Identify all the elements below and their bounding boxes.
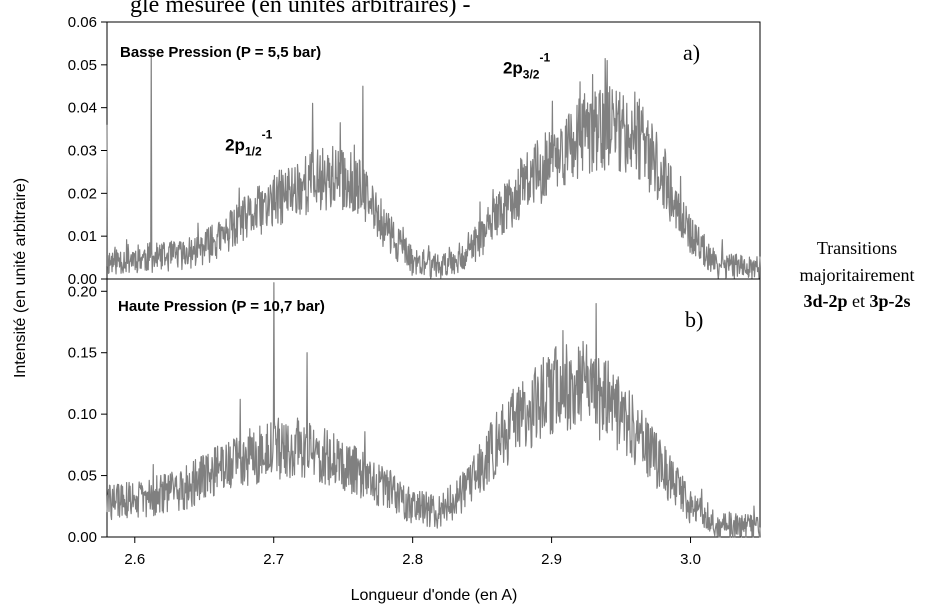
y-tick-label: 0.03	[68, 143, 97, 160]
peak-label-sub: 1/2	[245, 145, 262, 159]
side-note-connector: et	[848, 291, 870, 311]
x-tick-label: 3.0	[680, 551, 701, 568]
series-group	[106, 51, 761, 280]
side-note-line1: Transitions	[817, 238, 897, 258]
y-tick-label: 0.06	[68, 14, 97, 31]
y-axis-title: Intensité (en unité arbitraire)	[12, 178, 29, 378]
peak-label-sup: -1	[262, 128, 273, 142]
x-tick-label: 2.9	[541, 551, 562, 568]
x-axis-title: Longueur d'onde (en A)	[351, 587, 518, 604]
y-tick-label: 0.01	[68, 228, 97, 245]
x-ticks: 2.6 2.7 2.8 2.9 3.0	[124, 537, 701, 568]
y-ticks: 0.00 0.01 0.02 0.03 0.04 0.05 0.06	[68, 14, 107, 288]
peak-label-base: 2p	[225, 136, 245, 155]
peak-label: 2p3/2 -1	[503, 50, 551, 81]
peak-label-base: 2p	[503, 58, 523, 77]
side-note: Transitions majoritairement 3d-2p et 3p-…	[800, 238, 915, 311]
top-caption: gle mesuree (en unités arbitraires) -	[130, 0, 471, 18]
y-tick-label: 0.00	[68, 271, 97, 288]
y-tick-label: 0.04	[68, 100, 97, 117]
spectrum-line	[106, 51, 761, 280]
y-tick-label: 0.02	[68, 185, 97, 202]
panel-title: Basse Pression (P = 5,5 bar)	[120, 44, 321, 61]
y-tick-label: 0.15	[68, 345, 97, 362]
panel-high-pressure: 0.00 0.05 0.10 0.15 0.20 2.6 2.7 2.8 2.9 3.0 Hau…	[68, 278, 761, 568]
side-note-line3: 3d-2p et 3p-2s	[803, 291, 910, 311]
side-note-transition-1: 3d-2p	[803, 291, 847, 311]
side-note-line2: majoritairement	[800, 265, 915, 285]
y-tick-label: 0.00	[68, 529, 97, 546]
peak-label-sub: 3/2	[523, 67, 540, 81]
series-group	[106, 282, 761, 538]
y-tick-label: 0.05	[68, 57, 97, 74]
peak-label-sup: -1	[539, 50, 550, 64]
panel-low-pressure: 0.00 0.01 0.02 0.03 0.04 0.05 0.06 Basse Press…	[68, 14, 761, 288]
y-tick-label: 0.20	[68, 283, 97, 300]
spectrum-line	[106, 282, 761, 538]
y-ticks: 0.00 0.05 0.10 0.15 0.20	[68, 283, 107, 546]
plot-frame	[106, 278, 761, 538]
x-tick-label: 2.7	[263, 551, 284, 568]
y-tick-label: 0.10	[68, 406, 97, 423]
panel-title: Haute Pression (P = 10,7 bar)	[118, 298, 325, 315]
x-tick-label: 2.8	[402, 551, 423, 568]
peak-label: 2p1/2-1	[225, 128, 273, 159]
panel-letter: a)	[683, 40, 700, 65]
side-note-transition-2: 3p-2s	[870, 291, 911, 311]
y-tick-label: 0.05	[68, 468, 97, 485]
panel-letter: b)	[685, 307, 703, 332]
x-tick-label: 2.6	[124, 551, 145, 568]
